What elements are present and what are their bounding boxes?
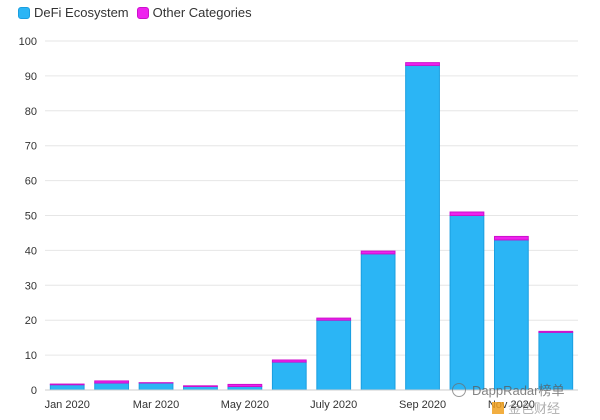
y-tick-label: 60 bbox=[25, 176, 37, 188]
x-tick-label: Sep 2020 bbox=[399, 399, 446, 411]
legend-swatch-other bbox=[136, 6, 149, 19]
y-tick-label: 50 bbox=[25, 211, 37, 223]
bar-defi[interactable] bbox=[316, 319, 352, 391]
bar-defi[interactable] bbox=[405, 64, 440, 391]
watermark-text-2: 金色财经 bbox=[508, 401, 561, 416]
bar-other[interactable] bbox=[227, 383, 263, 388]
legend-label-defi: DeFi Ecosystem bbox=[34, 5, 129, 20]
legend-label-other: Other Categories bbox=[152, 5, 252, 20]
bar-other[interactable] bbox=[271, 359, 307, 363]
bar-defi[interactable] bbox=[94, 382, 130, 391]
bar-defi[interactable] bbox=[360, 253, 396, 391]
bar-other[interactable] bbox=[49, 383, 85, 386]
bar-other[interactable] bbox=[449, 211, 485, 216]
wechat-icon bbox=[452, 382, 466, 397]
bar-defi[interactable] bbox=[227, 386, 263, 391]
watermark: DappRadar榜单 bbox=[452, 380, 565, 399]
y-tick-label: 70 bbox=[25, 141, 37, 153]
y-tick-label: 90 bbox=[25, 71, 37, 83]
x-tick-label: Mar 2020 bbox=[133, 399, 179, 411]
bar-other[interactable] bbox=[94, 380, 130, 384]
bars bbox=[49, 62, 574, 391]
x-tick-label: July 2020 bbox=[310, 399, 357, 411]
y-tick-label: 10 bbox=[25, 350, 37, 362]
y-tick-label: 80 bbox=[25, 106, 37, 118]
bar-defi[interactable] bbox=[49, 384, 85, 391]
legend-swatch-defi bbox=[18, 6, 30, 19]
chart-legend: DeFi Ecosystem Other Categories bbox=[18, 5, 260, 20]
y-tick-label: 40 bbox=[25, 245, 37, 257]
y-tick-label: 0 bbox=[31, 385, 37, 397]
x-axis: Jan 2020 Mar 2020 May 2020 July 2020 Sep 202… bbox=[45, 389, 578, 411]
watermark-text: DappRadar榜单 bbox=[472, 383, 565, 398]
bar-other[interactable] bbox=[316, 317, 352, 321]
bar-other[interactable] bbox=[183, 385, 218, 388]
bar-other[interactable] bbox=[493, 235, 529, 241]
bar-other[interactable] bbox=[405, 62, 440, 66]
watermark-logo: 金色财经 bbox=[492, 398, 560, 417]
y-tick-label: 100 bbox=[19, 36, 37, 48]
bar-defi[interactable] bbox=[138, 382, 174, 391]
legend-item-other[interactable]: Other Categories bbox=[136, 5, 252, 20]
bar-defi[interactable] bbox=[449, 215, 485, 391]
y-axis: 0 10 20 30 40 50 60 70 80 90 100 bbox=[19, 36, 37, 397]
y-tick-label: 20 bbox=[25, 315, 37, 327]
y-tick-label: 30 bbox=[25, 280, 37, 292]
bar-defi[interactable] bbox=[493, 239, 529, 391]
bar-defi[interactable] bbox=[271, 361, 307, 391]
x-tick-label: Jan 2020 bbox=[45, 399, 90, 411]
bar-defi[interactable] bbox=[183, 386, 218, 391]
logo-icon bbox=[492, 401, 504, 414]
bar-other[interactable] bbox=[538, 330, 574, 333]
legend-item-defi[interactable]: DeFi Ecosystem bbox=[18, 5, 129, 20]
bar-other[interactable] bbox=[360, 250, 396, 255]
x-tick-label: May 2020 bbox=[221, 399, 269, 411]
